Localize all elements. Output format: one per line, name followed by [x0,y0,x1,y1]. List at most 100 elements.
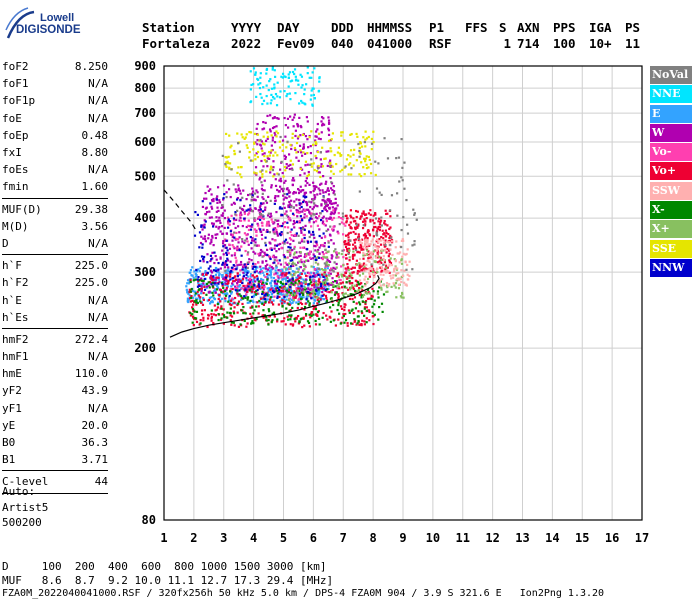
echo-point [408,260,411,263]
hdr-label: PS [625,20,641,35]
echo-point [299,190,302,193]
echo-point [220,291,223,294]
echo-point [276,234,279,237]
echo-point [266,214,270,217]
param-row: foF2 8.250 [2,58,108,75]
echo-point [245,198,248,201]
echo-point [381,229,384,232]
echo-point [327,287,330,290]
echo-point [250,241,253,245]
echo-point [325,180,328,183]
echo-point [359,140,362,144]
echo-point [367,257,370,260]
echo-point [358,303,362,306]
echo-point [263,208,267,212]
echo-point [234,278,237,282]
echo-point [356,210,359,213]
echo-point [306,240,310,243]
echo-point [234,296,237,300]
echo-point [252,278,256,282]
echo-point [298,221,302,224]
echo-point [401,274,405,278]
echo-point [352,250,355,253]
echo-point [272,299,275,302]
echo-point [352,220,356,223]
param-value: 3.56 [81,219,109,233]
echo-point [274,282,277,285]
echo-point [224,155,227,159]
echo-point [375,240,378,243]
echo-point [288,309,291,313]
echo-point [285,282,288,286]
echo-point [229,307,232,310]
echo-point [257,78,260,81]
echo-point [254,166,258,169]
param-value: 272.4 [74,332,108,346]
echo-point [277,290,281,294]
echo-point [223,293,227,296]
echo-point [329,272,332,275]
echo-point [256,138,259,142]
echo-point [347,268,350,272]
echo-point [269,199,272,202]
echo-point [227,222,230,225]
echo-point [290,314,293,317]
echo-point [272,276,276,280]
echo-point [290,281,293,284]
echo-point [367,291,370,294]
echo-point [324,267,327,270]
echo-point [293,270,296,273]
echo-point [246,193,250,197]
echo-point [294,191,298,194]
echo-point [351,271,354,274]
x-tick-label: 10 [426,531,440,545]
echo-point [331,188,334,192]
echo-point [279,135,282,139]
echo-point [336,284,339,287]
echo-point [325,261,329,264]
echo-point [289,323,292,326]
echo-point [368,244,371,247]
echo-point [345,217,349,220]
param-row: foEp 0.48 [2,127,108,144]
echo-point [269,78,272,81]
logo-swoosh-icon [5,7,35,39]
echo-point [318,281,321,284]
echo-point [284,238,288,241]
echo-point [210,283,213,286]
echo-point [264,121,267,124]
echo-point [257,209,261,212]
echo-point [308,253,311,256]
echo-point [259,92,262,96]
echo-point [270,167,273,170]
echo-point [215,284,219,288]
echo-point [257,312,260,315]
echo-point [308,304,311,307]
echo-point [299,124,302,128]
echo-point [282,175,285,178]
echo-point [245,279,248,282]
echo-point [364,220,367,223]
echo-point [343,285,346,288]
echo-point [250,290,254,293]
auto-software: Artist5 [2,500,49,514]
echo-point [327,127,330,130]
echo-point [364,299,368,303]
echo-point [237,300,241,303]
echo-point [281,149,285,152]
echo-point [259,218,262,221]
echo-point [368,233,371,236]
echo-point [351,255,354,258]
echo-point [251,194,254,197]
echo-point [239,199,242,202]
echo-point [259,251,262,255]
echo-point [298,189,301,192]
echo-point [300,217,304,221]
echo-point [339,322,342,325]
echo-point [209,254,213,257]
echo-point [356,269,360,273]
echo-point [292,116,296,119]
echo-point [308,302,311,305]
echo-point [359,152,362,155]
echo-point [192,279,195,282]
